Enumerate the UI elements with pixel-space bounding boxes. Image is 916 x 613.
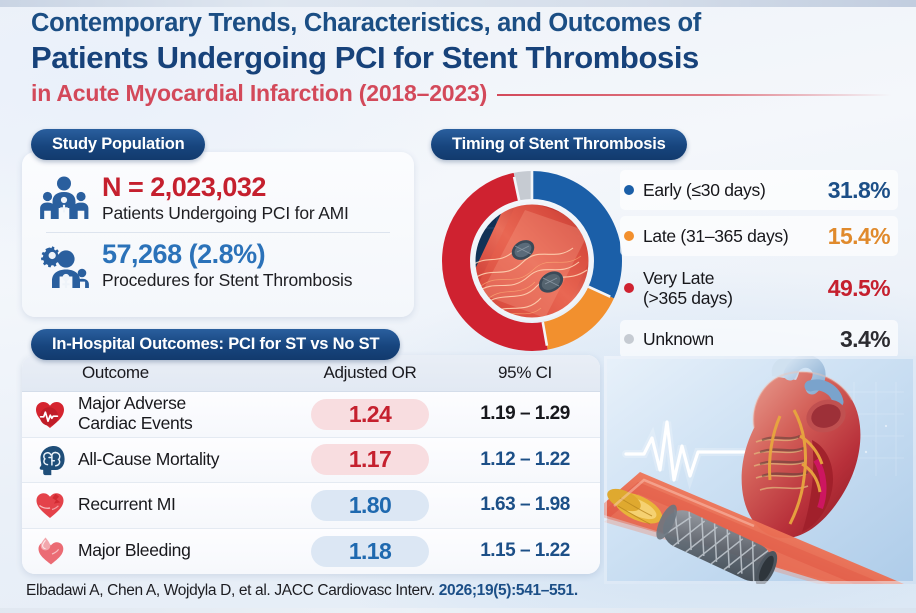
column-header-adjusted-or: Adjusted OR [323, 363, 417, 382]
table-header-row: Outcome Adjusted OR 95% CI [22, 355, 600, 392]
section-header-timing-of-stent-thrombosis: Timing of Stent Thrombosis [431, 129, 687, 160]
legend-value-very-late: 49.5% [827, 274, 891, 301]
citation: Elbadawi A, Chen A, Wojdyla D, et al. JA… [26, 582, 578, 600]
timing-donut-chart [437, 166, 627, 356]
stat-row-total-patients: N = 2,023,032 Patients Undergoing PCI fo… [38, 166, 398, 232]
legend-item-early[interactable]: Early (≤30 days) 31.8% [620, 170, 898, 210]
heart-stent-illustration-svg [604, 356, 916, 584]
ci-value-recurrent-mi: 1.63 – 1.98 [480, 494, 570, 516]
table-row[interactable]: Major Adverse Cardiac Events 1.24 1.19 –… [22, 392, 600, 438]
top-edge-strip [0, 0, 916, 7]
bleeding-drop-icon [38, 537, 64, 565]
section-header-in-hospital-outcomes: In-Hospital Outcomes: PCI for ST vs No S… [31, 329, 401, 360]
legend-label-late: Late (31–365 days) [643, 225, 789, 246]
legend-item-late[interactable]: Late (31–365 days) 15.4% [620, 216, 898, 256]
infarct-heart-icon [36, 493, 64, 519]
stat-row-st-procedures: 57,268 (2.8%) Procedures for Stent Throm… [38, 233, 398, 299]
table-row[interactable]: All-Cause Mortality 1.17 1.12 – 1.22 [22, 437, 600, 483]
or-value-recurrent-mi: 1.80 [311, 489, 429, 521]
ecg-waveform [624, 420, 746, 482]
family-patients-icon [40, 176, 89, 219]
stat-value-st-procedures: 57,268 (2.8%) [102, 239, 266, 270]
heart-anatomy [741, 356, 861, 539]
head-brain-icon [39, 445, 65, 475]
or-cell-recurrent-mi: 1.80 [290, 489, 450, 521]
legend-label-very-late-main: Very Late [643, 267, 715, 288]
stat-text-st-procedures: 57,268 (2.8%) Procedures for Stent Throm… [102, 240, 352, 291]
legend-dot-late [624, 231, 634, 241]
or-cell-mace: 1.24 [290, 398, 450, 430]
legend-item-unknown[interactable]: Unknown 3.4% [620, 320, 898, 358]
outcome-cell-recurrent-mi: Recurrent MI [22, 488, 290, 522]
study-population-card: N = 2,023,032 Patients Undergoing PCI fo… [22, 152, 414, 317]
outcome-label-recurrent-mi: Recurrent MI [78, 494, 176, 515]
stat-value-total-patients: N = 2,023,032 [102, 172, 266, 203]
legend-value-early: 31.8% [827, 176, 891, 203]
donut-slice-very-late [442, 171, 622, 351]
citation-authors-journal: Elbadawi A, Chen A, Wojdyla D, et al. JA… [26, 582, 439, 599]
or-value-all-cause-mortality: 1.17 [311, 444, 429, 476]
or-value-major-bleeding: 1.18 [311, 535, 429, 567]
heart-stent-illustration [604, 356, 916, 584]
stat-label-total-patients: Patients Undergoing PCI for AMI [102, 202, 349, 223]
legend-label-very-late: Very Late (>365 days) [643, 268, 828, 309]
outcome-label-mace: Major Adverse Cardiac Events [78, 393, 193, 434]
title-rule-divider [497, 93, 891, 96]
legend-dot-unknown [624, 334, 634, 344]
ci-value-mace: 1.19 – 1.29 [480, 403, 570, 425]
column-header-95-ci: 95% CI [498, 363, 552, 382]
legend-label-early: Early (≤30 days) [643, 179, 766, 200]
ci-value-all-cause-mortality: 1.12 – 1.22 [480, 448, 570, 470]
timing-chart-legend: Early (≤30 days) 31.8% Late (31–365 days… [620, 170, 898, 358]
legend-value-unknown: 3.4% [839, 325, 891, 352]
legend-item-very-late[interactable]: Very Late (>365 days) 49.5% [620, 262, 898, 314]
citation-reference: 2026;19(5):541–551. [438, 582, 578, 599]
legend-label-unknown: Unknown [643, 328, 714, 349]
stented-artery [604, 472, 904, 584]
or-cell-major-bleeding: 1.18 [290, 535, 450, 567]
or-value-mace: 1.24 [311, 398, 429, 430]
donut-chart-svg [442, 171, 622, 351]
stent-mesh [656, 504, 778, 584]
title-line-3: in Acute Myocardial Infarction (2018–202… [31, 80, 488, 107]
ci-value-major-bleeding: 1.15 – 1.22 [480, 540, 570, 562]
outcome-label-all-cause-mortality: All-Cause Mortality [78, 448, 220, 469]
outcome-label-mace-line1: Major Adverse [78, 393, 186, 414]
legend-value-late: 15.4% [827, 222, 891, 249]
outcome-cell-major-bleeding: Major Bleeding [22, 534, 290, 568]
or-cell-all-cause-mortality: 1.17 [290, 444, 450, 476]
outcome-label-major-bleeding: Major Bleeding [78, 540, 191, 561]
outcome-label-mace-line2: Cardiac Events [78, 413, 193, 434]
legend-dot-early [624, 185, 634, 195]
gear-patient-procedure-icon [41, 246, 89, 288]
outcome-cell-mace: Major Adverse Cardiac Events [22, 393, 290, 434]
bottom-edge-strip [0, 608, 916, 613]
heart-ecg-icon [36, 402, 64, 429]
title-line-2: Patients Undergoing PCI for Stent Thromb… [31, 40, 699, 76]
poster-title-block: Contemporary Trends, Characteristics, an… [31, 8, 891, 107]
stat-text-total-patients: N = 2,023,032 Patients Undergoing PCI fo… [102, 173, 349, 224]
column-header-outcome: Outcome [82, 363, 149, 382]
legend-dot-very-late [624, 283, 634, 293]
table-row[interactable]: Recurrent MI 1.80 1.63 – 1.98 [22, 483, 600, 529]
plaque [607, 488, 663, 525]
table-row[interactable]: Major Bleeding 1.18 1.15 – 1.22 [22, 528, 600, 574]
stat-label-st-procedures: Procedures for Stent Thrombosis [102, 269, 353, 290]
donut-slice-separators [530, 171, 534, 199]
title-line-1: Contemporary Trends, Characteristics, an… [31, 9, 701, 37]
study-card-divider [46, 232, 390, 233]
legend-label-very-late-sub: (>365 days) [643, 288, 733, 308]
section-header-study-population: Study Population [31, 129, 206, 160]
title-line-3-row: in Acute Myocardial Infarction (2018–202… [31, 80, 891, 107]
in-hospital-outcomes-table: Outcome Adjusted OR 95% CI Major Adverse… [22, 355, 600, 574]
outcome-cell-all-cause-mortality: All-Cause Mortality [22, 443, 290, 477]
